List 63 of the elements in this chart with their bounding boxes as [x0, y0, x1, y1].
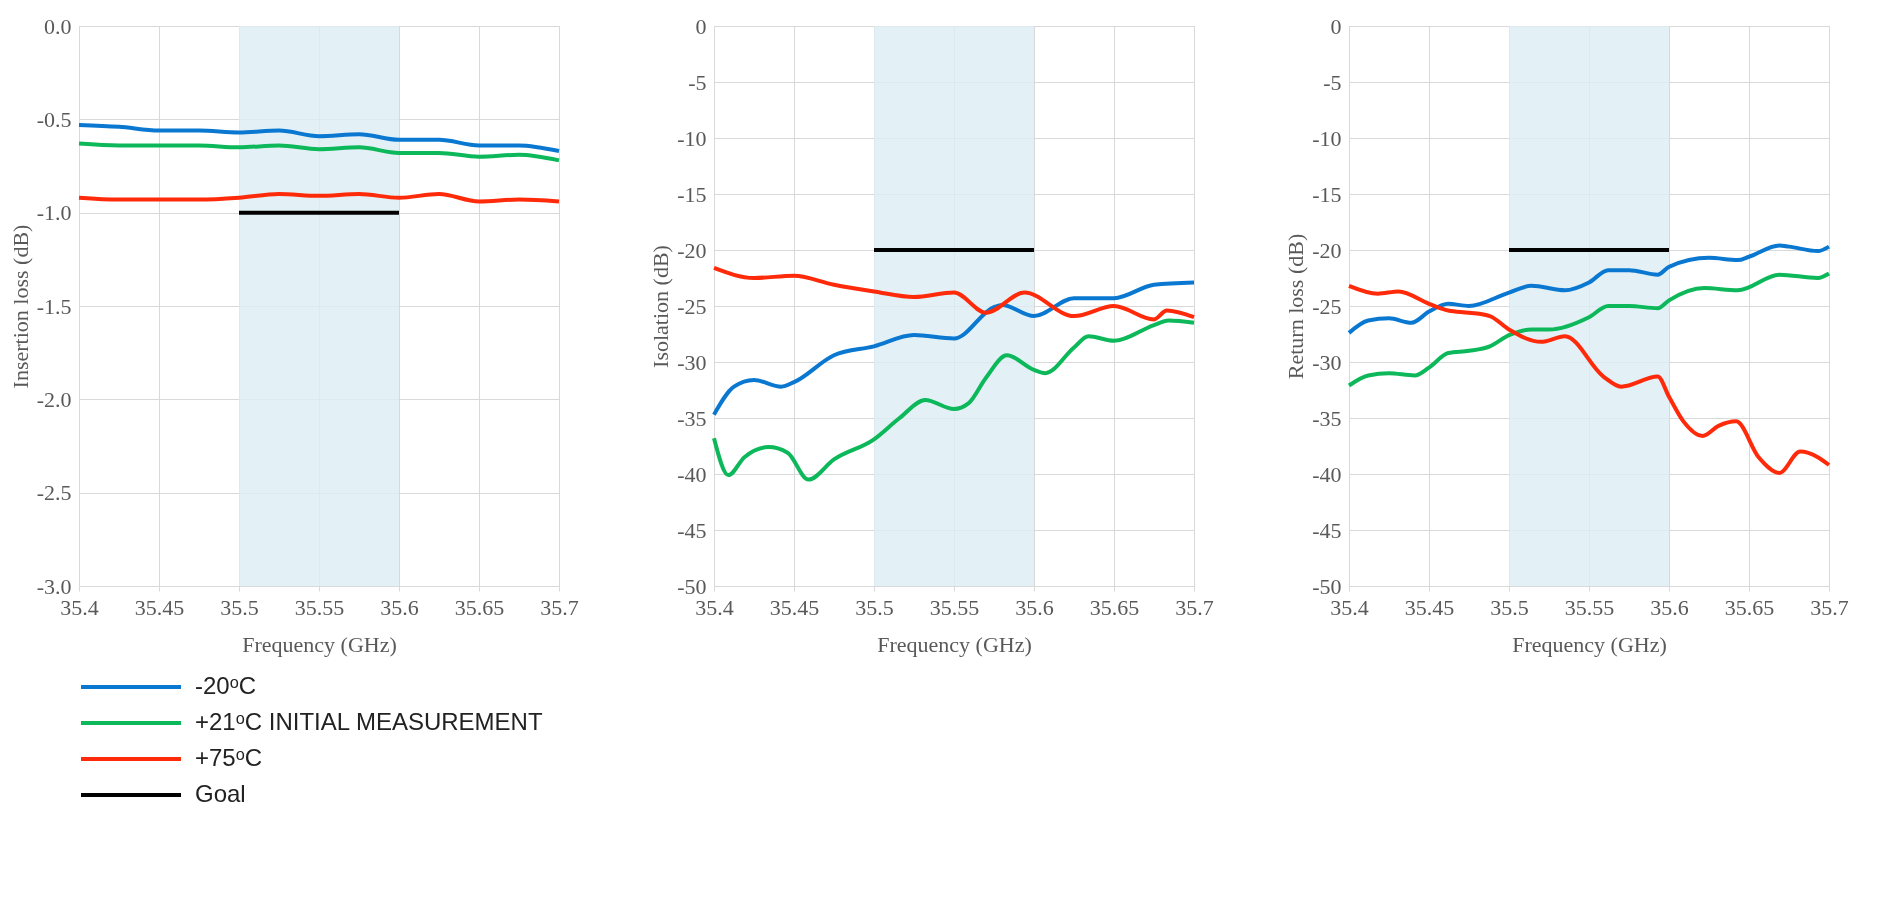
- y-tick-label: -30: [1312, 349, 1342, 375]
- y-tick-label: -10: [677, 125, 707, 151]
- y-tick-label: -10: [1312, 125, 1342, 151]
- y-axis-title: Isolation (dB): [648, 245, 674, 368]
- y-tick-label: -35: [1312, 405, 1342, 431]
- y-tick-label: -25: [677, 293, 707, 319]
- x-tick-label: 35.6: [380, 594, 419, 620]
- line-series: [1347, 283, 1831, 475]
- y-axis-title: Return loss (dB): [1283, 233, 1309, 380]
- x-tick-label: 35.6: [1650, 594, 1689, 620]
- x-tick-label: 35.65: [454, 594, 505, 620]
- y-tick-label: -15: [1312, 181, 1342, 207]
- line-series: [77, 122, 561, 154]
- x-tick-label: 35.5: [220, 594, 259, 620]
- y-tick-label: -0.5: [36, 106, 72, 132]
- line-series: [1347, 271, 1831, 388]
- y-tick-label: -1.0: [36, 200, 72, 226]
- x-tick-label: 35.55: [929, 594, 980, 620]
- x-tick-label: 35.65: [1724, 594, 1775, 620]
- line-series: [712, 280, 1196, 417]
- x-tick-label: 35.45: [1404, 594, 1455, 620]
- y-tick-label: -20: [677, 237, 707, 263]
- x-tick-label: 35.7: [540, 594, 579, 620]
- y-tick-label: -25: [1312, 293, 1342, 319]
- y-tick-label: 0: [1330, 13, 1342, 39]
- legend-label: +75ᵒC: [195, 744, 263, 771]
- x-tick-label: 35.7: [1175, 594, 1214, 620]
- y-tick-label: -45: [677, 517, 707, 543]
- y-tick-label: -2.0: [36, 386, 72, 412]
- y-tick-label: -45: [1312, 517, 1342, 543]
- line-series: [712, 265, 1196, 322]
- x-tick-label: 35.45: [769, 594, 820, 620]
- x-axis-title: Frequency (GHz): [877, 631, 1032, 657]
- line-series: [1347, 243, 1831, 335]
- x-axis-title: Frequency (GHz): [1512, 631, 1667, 657]
- y-tick-label: -5: [688, 69, 707, 95]
- y-tick-label: -35: [677, 405, 707, 431]
- x-tick-label: 35.45: [134, 594, 185, 620]
- y-tick-label: -40: [677, 461, 707, 487]
- x-tick-label: 35.65: [1089, 594, 1140, 620]
- y-tick-label: -2.5: [36, 480, 72, 506]
- y-tick-label: 0: [695, 13, 707, 39]
- x-axis-title: Frequency (GHz): [242, 631, 397, 657]
- y-tick-label: -20: [1312, 237, 1342, 263]
- x-tick-label: 35.5: [1490, 594, 1529, 620]
- x-tick-label: 35.7: [1810, 594, 1849, 620]
- y-tick-label: -15: [677, 181, 707, 207]
- x-tick-label: 35.6: [1015, 594, 1054, 620]
- line-series: [77, 141, 561, 163]
- y-axis-title: Insertion loss (dB): [7, 224, 33, 389]
- y-tick-label: -30: [677, 349, 707, 375]
- legend-label: +21ᵒC INITIAL MEASUREMENT: [195, 708, 543, 735]
- legend-label: Goal: [195, 780, 246, 807]
- line-series: [712, 318, 1196, 482]
- y-tick-label: -5: [1323, 69, 1342, 95]
- x-tick-label: 35.55: [294, 594, 345, 620]
- y-tick-label: -40: [1312, 461, 1342, 487]
- x-tick-label: 35.5: [855, 594, 894, 620]
- line-series: [77, 192, 561, 204]
- x-tick-label: 35.55: [1564, 594, 1615, 620]
- legend-label: -20ᵒC: [195, 672, 257, 699]
- y-tick-label: 0.0: [44, 13, 72, 39]
- y-tick-label: -1.5: [36, 293, 72, 319]
